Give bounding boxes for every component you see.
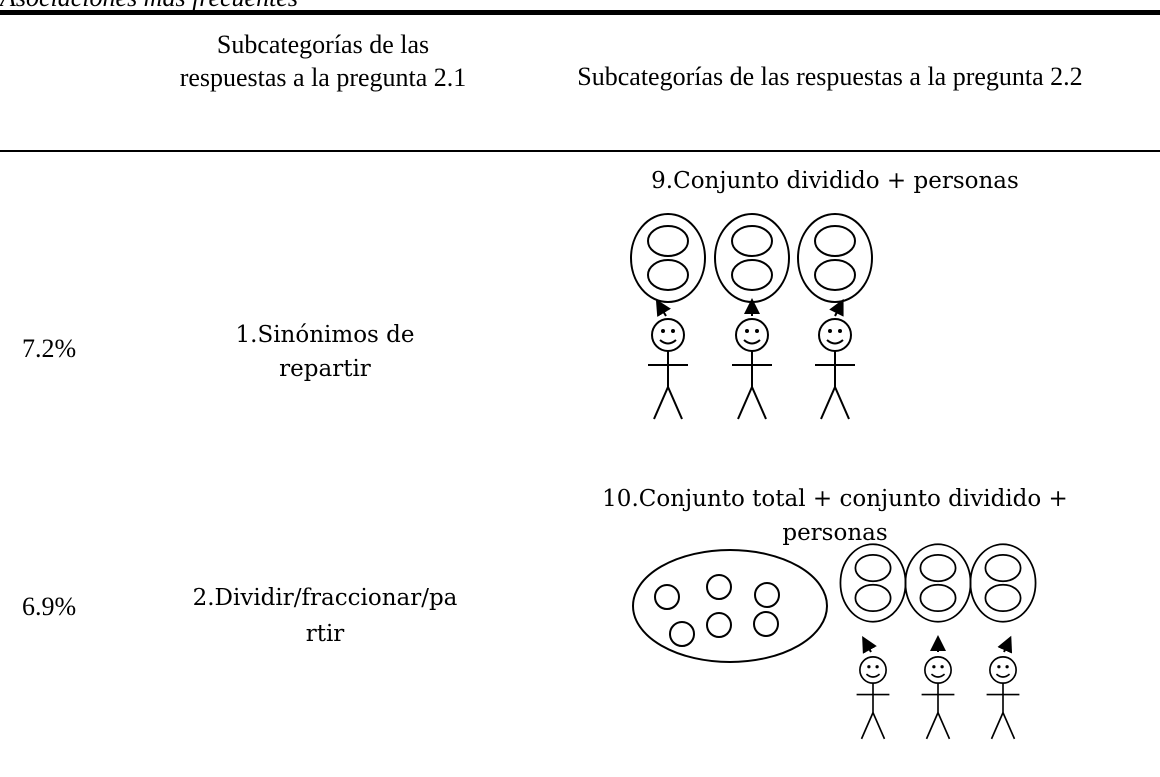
percent-cell: 7.2% xyxy=(22,334,77,363)
divided-set-people xyxy=(630,213,873,420)
subcategory-cell: 9.Conjunto dividido + personas xyxy=(651,168,1019,194)
header-rule xyxy=(0,150,1160,152)
header-cell: Subcategorías de las respuestas a la pre… xyxy=(577,62,1083,91)
caption: Asociaciones más frecuentes xyxy=(0,0,298,13)
top-rule xyxy=(0,10,1160,15)
subcategory-cell: 1.Sinónimos de repartir xyxy=(235,322,415,382)
subcategory-cell: 2.Dividir/fraccionar/partir xyxy=(192,585,458,647)
total-set-divided-set-people xyxy=(632,543,1037,740)
percent-cell: 6.9% xyxy=(22,592,77,621)
header-cell: Subcategorías de las respuestas a la pre… xyxy=(179,30,467,92)
subcategory-cell: 10.Conjunto total + conjunto dividido + … xyxy=(602,486,1068,546)
